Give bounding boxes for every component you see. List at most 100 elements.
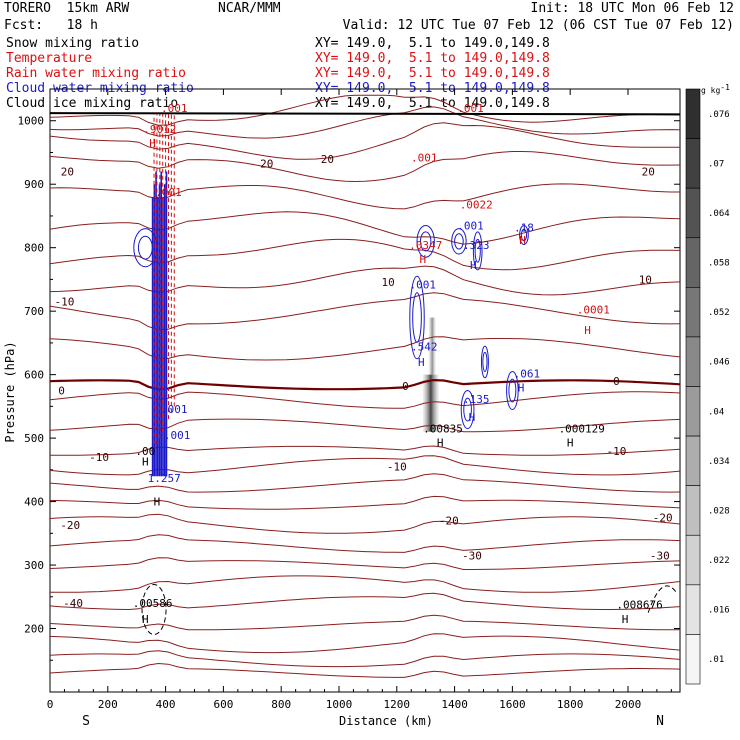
colorbar-swatch (685, 435, 701, 486)
x-tick-label: 600 (213, 698, 233, 711)
temperature-contour (49, 614, 680, 631)
contour-annotation: .00586 (133, 597, 173, 610)
contour-annotation: H (567, 437, 574, 450)
y-tick-label: 600 (24, 369, 44, 382)
y-tick-label: 400 (24, 496, 44, 509)
contour-annotation: .135 (463, 393, 490, 406)
temperature-label: 20 (642, 166, 655, 179)
contour-annotation: .18 (514, 221, 534, 234)
temperature-contour (49, 94, 681, 126)
y-tick-label: 300 (24, 559, 44, 572)
contour-annotation: .0022 (460, 199, 493, 212)
contour-annotation: H (154, 496, 161, 509)
snow-shading (422, 374, 439, 432)
contour-annotation: H (418, 356, 425, 369)
contour-annotation: .000129 (559, 423, 605, 436)
temperature-label: 0 (613, 375, 620, 388)
y-tick-label: 700 (24, 305, 44, 318)
temperature-contour (49, 557, 681, 570)
colorbar-unit: g kg-1 (701, 83, 730, 95)
cloud-water-contour (409, 275, 425, 360)
cloud-water-contour (506, 370, 519, 411)
colorbar-label: .01 (708, 655, 724, 665)
temperature-label: 0 (402, 380, 409, 393)
colorbar-swatch (685, 386, 701, 437)
colorbar-swatch (685, 534, 701, 586)
field-label-cloud-ice: Cloud ice mixing ratio (6, 96, 179, 111)
x-tick-label: 1400 (441, 698, 468, 711)
contour-annotation: H (419, 253, 426, 266)
temperature-contour (49, 650, 681, 668)
valid-time: Valid: 12 UTC Tue 07 Feb 12 (06 CST Tue … (342, 18, 734, 33)
temperature-contour (49, 633, 681, 654)
colorbar-label: .022 (708, 556, 730, 566)
x-tick-label: 0 (47, 698, 54, 711)
cloud-water-contour (472, 231, 483, 271)
temperature-label: -10 (606, 445, 626, 458)
forecast-hour: Fcst: 18 h (4, 18, 98, 33)
temperature-contour (49, 662, 681, 678)
colorbar-label: .07 (708, 159, 724, 169)
x-axis-left-end: S (82, 714, 90, 729)
colorbar-swatch (685, 584, 701, 635)
contour-annotation: .0001 (577, 303, 610, 316)
y-tick-label: 500 (24, 432, 44, 445)
field-label-temperature: Temperature (6, 51, 93, 66)
temperature-contour (49, 265, 681, 296)
contour-annotation: H (142, 613, 149, 626)
temperature-contour (49, 122, 681, 160)
colorbar-label: .052 (708, 308, 730, 318)
contour-annotation: H (518, 381, 525, 394)
cloud-water-contour (460, 390, 475, 430)
temperature-label: -20 (653, 511, 673, 524)
colorbar-swatch (685, 287, 701, 338)
field-xy-temperature: XY= 149.0, 5.1 to 149.0,149.8 (315, 51, 550, 66)
contour-annotation: .542 (411, 341, 438, 354)
temperature-contour (49, 211, 681, 245)
temperature-contour (49, 495, 681, 510)
colorbar-swatch (685, 187, 701, 239)
colorbar-label: .064 (708, 209, 730, 219)
center-label: NCAR/MMM (218, 1, 281, 16)
temperature-contour (49, 391, 681, 409)
temperature-contour (49, 378, 681, 391)
temperature-contour (49, 151, 681, 183)
cloud-water-contour (419, 231, 432, 252)
model-title: TORERO 15km ARW (4, 1, 130, 16)
field-label-snow: Snow mixing ratio (6, 36, 140, 51)
colorbar-label: .034 (708, 457, 730, 467)
contour-annotation: .001 (457, 102, 484, 115)
contour-annotation: H (437, 437, 444, 450)
temperature-label: -30 (650, 550, 670, 563)
colorbar-swatch (685, 138, 701, 189)
contour-annotation: H (470, 259, 477, 272)
x-tick-label: 1200 (384, 698, 411, 711)
contour-annotation: H (622, 613, 629, 626)
temperature-contour (49, 592, 681, 611)
x-tick-label: 800 (271, 698, 291, 711)
colorbar-swatch (685, 237, 701, 288)
temperature-label: 10 (639, 273, 652, 286)
temperature-label: -10 (55, 296, 75, 309)
contour-annotation: .323 (463, 239, 490, 252)
contour-annotation: .001 (410, 278, 437, 291)
y-tick-label: 1000 (18, 115, 45, 128)
cloud-water-contour (451, 228, 467, 255)
x-axis-right-end: N (656, 714, 664, 729)
y-tick-label: 200 (24, 623, 44, 636)
cloud-water-contour (133, 228, 158, 268)
cloud-water-contour (520, 228, 528, 242)
x-tick-label: 400 (156, 698, 176, 711)
contour-annotation: .0347 (409, 239, 442, 252)
temperature-contour (49, 473, 681, 493)
colorbar-swatch (685, 485, 701, 536)
cloud-water-contour (463, 397, 472, 422)
temperature-label: 20 (321, 153, 334, 166)
contour-annotation: .00 (135, 445, 155, 458)
colorbar-label: .046 (708, 358, 730, 368)
contour-annotation: 1.257 (148, 472, 181, 485)
contour-annotation: .00835 (423, 423, 463, 436)
temperature-label: 20 (61, 166, 74, 179)
contour-annotation: H (469, 411, 476, 424)
colorbar-label: .016 (708, 606, 730, 616)
